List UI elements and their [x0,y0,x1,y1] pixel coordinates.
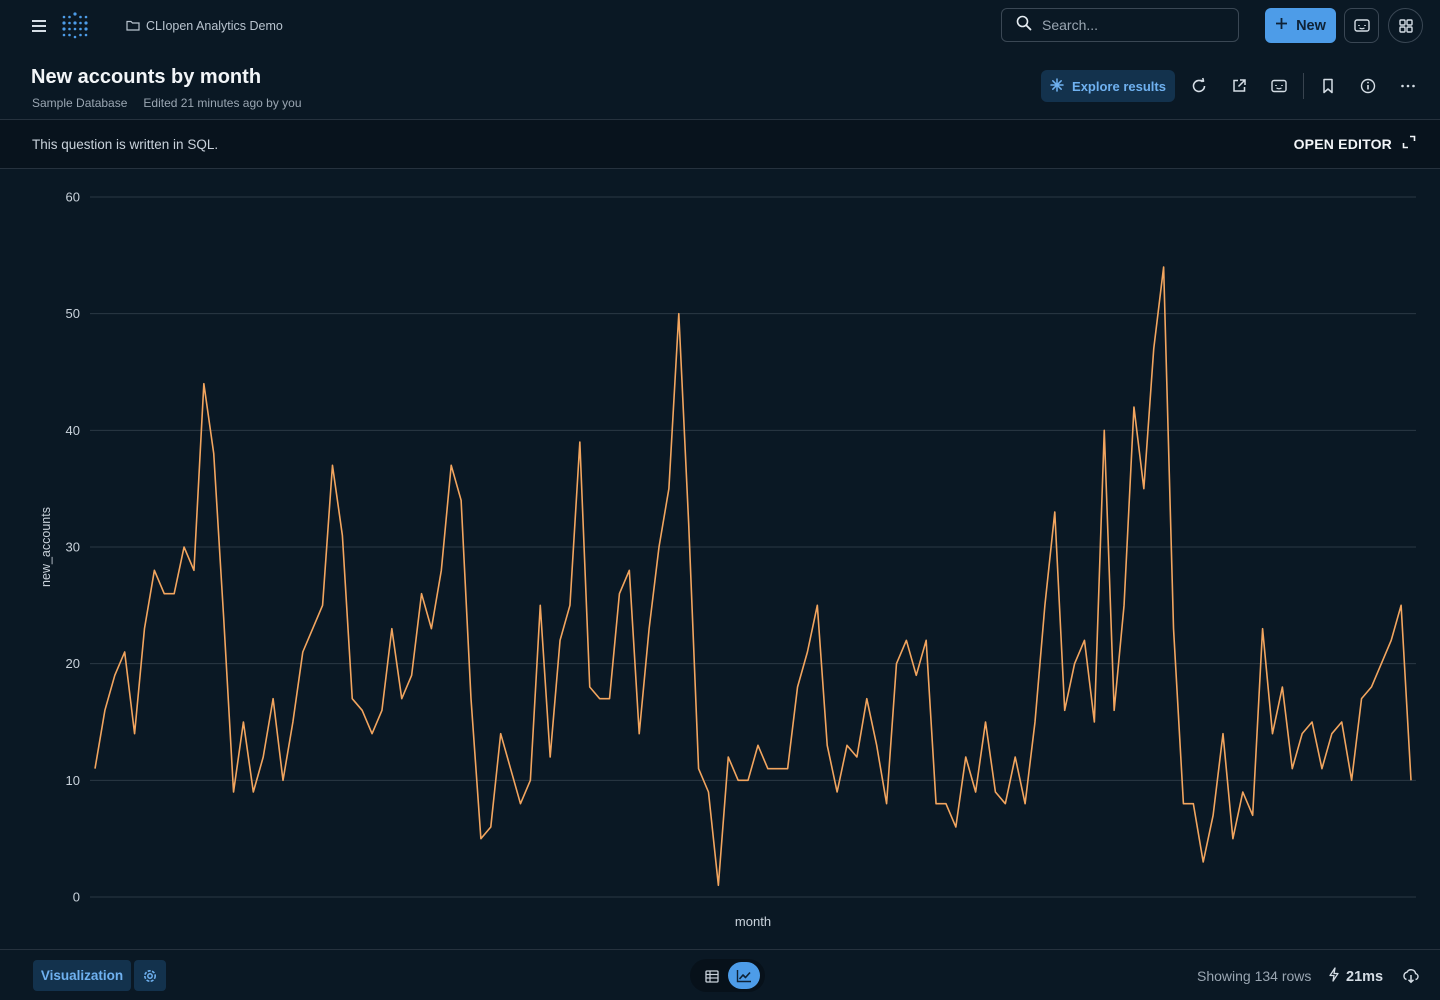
y-tick-label: 30 [66,540,80,555]
y-tick-label: 60 [66,190,80,205]
new-button-label: New [1296,17,1326,34]
open-editor-button[interactable]: OPEN EDITOR [1294,135,1416,152]
y-axis-label: new_accounts [39,507,53,587]
page-title: New accounts by month [31,66,262,88]
logo-icon[interactable] [60,10,90,40]
download-icon[interactable] [1401,966,1421,986]
x-axis-label: month [735,914,771,929]
plus-icon [1275,17,1288,34]
query-timing: 21ms [1328,967,1383,986]
embed-icon[interactable] [1269,76,1289,96]
edited-info[interactable]: Edited 21 minutes ago by you [143,96,302,110]
collection-name: CLIopen Analytics Demo [146,19,283,33]
search-box[interactable] [1001,8,1239,42]
table-icon[interactable] [702,966,722,986]
bookmark-icon[interactable] [1318,76,1338,96]
new-button[interactable]: New [1265,8,1336,43]
y-tick-label: 40 [66,423,80,438]
footer-bar: Visualization Showing 134 rows 21ms [0,949,1440,1000]
timing-value: 21ms [1346,968,1384,985]
open-editor-label: OPEN EDITOR [1293,135,1392,152]
bolt-icon [1328,967,1340,986]
database-link[interactable]: Sample Database [32,96,128,110]
info-icon[interactable] [1358,76,1378,96]
visualization-button[interactable]: Visualization [33,960,131,991]
expand-icon [1402,135,1416,152]
collection-breadcrumb[interactable]: CLIopen Analytics Demo [126,18,283,34]
line-chart-icon[interactable] [728,962,760,989]
sql-notice: This question is written in SQL. [32,137,219,152]
y-tick-label: 10 [66,773,80,788]
y-tick-label: 20 [66,656,80,671]
gear-icon[interactable] [134,960,166,991]
toolbar-divider [1303,73,1304,99]
top-navigation-bar: CLIopen Analytics Demo New [0,0,1440,52]
sparkle-icon [1050,77,1064,95]
message-icon[interactable] [1344,8,1379,43]
explore-results-button[interactable]: Explore results [1041,70,1175,102]
row-count: Showing 134 rows [1197,968,1312,984]
share-icon[interactable] [1229,76,1249,96]
question-metadata: Sample Database Edited 21 minutes ago by… [32,96,302,110]
search-input[interactable] [1040,16,1224,34]
folder-icon [126,19,140,34]
explore-results-label: Explore results [1072,78,1166,94]
more-icon[interactable] [1398,76,1418,96]
native-query-bar: This question is written in SQL. OPEN ED… [0,119,1440,169]
view-toggle [690,959,765,992]
menu-icon[interactable] [28,15,50,37]
series-line [94,266,1412,887]
y-tick-label: 50 [66,306,80,321]
search-icon [1016,15,1032,36]
y-tick-label: 0 [73,890,80,905]
apps-grid-icon[interactable] [1388,8,1423,43]
refresh-icon[interactable] [1189,76,1209,96]
